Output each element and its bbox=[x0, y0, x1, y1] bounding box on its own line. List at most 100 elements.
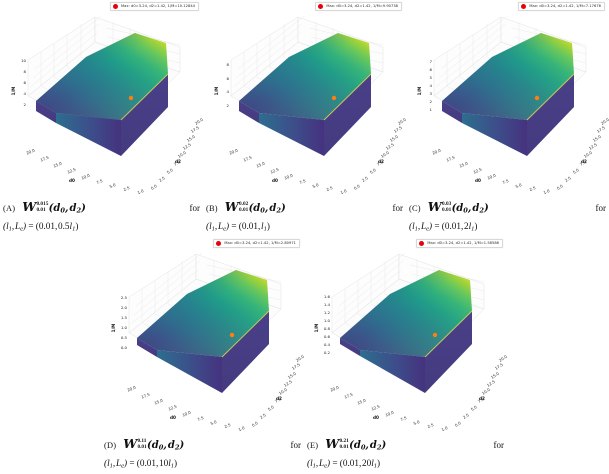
svg-text:2.5: 2.5 bbox=[462, 412, 470, 420]
svg-text:8: 8 bbox=[24, 69, 27, 74]
svg-text:0.6: 0.6 bbox=[324, 334, 331, 339]
svg-text:2.5: 2.5 bbox=[361, 175, 369, 183]
caption-for-b: for bbox=[392, 203, 404, 213]
max-point-marker-c bbox=[534, 95, 540, 101]
caption-d: (D) W 0.11 0.01 (d0, d2) for (l1, Le) = (0.… bbox=[101, 436, 304, 473]
svg-text:2.5: 2.5 bbox=[427, 422, 435, 429]
svg-text:0.4: 0.4 bbox=[324, 342, 331, 347]
svg-text:10.0: 10.0 bbox=[583, 150, 593, 159]
panel-c: 7 6 5 4 3 2 1 1/M 20.0 17.5 15.0 12.5 bbox=[406, 0, 609, 196]
svg-text:1.5: 1.5 bbox=[121, 315, 128, 320]
svg-text:6: 6 bbox=[430, 67, 433, 72]
y-axis-label-b: d2 bbox=[378, 159, 384, 164]
svg-text:3: 3 bbox=[430, 91, 433, 96]
svg-text:17.5: 17.5 bbox=[445, 154, 455, 162]
surface-plot-e: 1.6 1.4 1.2 1.0 0.8 0.6 0.4 0.2 1/M 20.0… bbox=[304, 237, 507, 433]
panel-e: 1.6 1.4 1.2 1.0 0.8 0.6 0.4 0.2 1/M 20.0… bbox=[304, 237, 507, 433]
svg-text:2.5: 2.5 bbox=[224, 422, 232, 429]
svg-text:10.0: 10.0 bbox=[80, 172, 90, 180]
svg-text:7.5: 7.5 bbox=[400, 415, 408, 422]
svg-text:5.0: 5.0 bbox=[312, 182, 320, 189]
caption-params-d: (l1, Le) = (0.01, 10l1) bbox=[104, 457, 178, 470]
surface-plot-c: 7 6 5 4 3 2 1 1/M 20.0 17.5 15.0 12.5 bbox=[406, 0, 609, 196]
legend-marker-icon-c bbox=[521, 4, 527, 9]
x-axis-label-e: d0 bbox=[373, 415, 379, 420]
svg-text:7.5: 7.5 bbox=[376, 159, 384, 167]
x-axis-ticks-d: 20.0 17.5 15.0 12.5 10.0 7.5 5.0 2.5 1.0 bbox=[126, 384, 245, 432]
svg-text:10.0: 10.0 bbox=[384, 409, 394, 417]
svg-text:4: 4 bbox=[430, 83, 433, 88]
svg-text:2.5: 2.5 bbox=[259, 412, 267, 420]
svg-text:7.5: 7.5 bbox=[173, 159, 181, 167]
svg-text:5.0: 5.0 bbox=[166, 167, 174, 175]
caption-sup-a: 0.015 bbox=[36, 201, 49, 208]
x-axis-label-b: d0 bbox=[272, 178, 278, 183]
caption-tag-d: (D) bbox=[104, 441, 117, 450]
svg-text:1.4: 1.4 bbox=[324, 302, 331, 307]
svg-text:7.5: 7.5 bbox=[274, 396, 282, 404]
svg-text:2: 2 bbox=[24, 102, 27, 107]
svg-text:7.5: 7.5 bbox=[96, 178, 104, 185]
svg-text:1.0: 1.0 bbox=[121, 325, 128, 330]
svg-text:10: 10 bbox=[21, 58, 26, 63]
legend-label-c: Max: d0=3.24, d2=1.42, 1/M=7.17676 bbox=[529, 4, 601, 8]
svg-text:12.5: 12.5 bbox=[486, 379, 496, 388]
svg-text:1.0: 1.0 bbox=[324, 318, 331, 323]
x-axis-ticks-a: 20.0 17.5 15.0 12.5 10.0 7.5 5.0 2.5 1.0 bbox=[25, 147, 144, 195]
svg-text:17.5: 17.5 bbox=[393, 125, 403, 134]
caption-formula-e: W 0.21 0.01 (d0, d2) bbox=[325, 436, 387, 452]
svg-text:20.0: 20.0 bbox=[431, 147, 441, 155]
svg-text:15.0: 15.0 bbox=[458, 160, 468, 168]
plot-svg-c: 7 6 5 4 3 2 1 1/M 20.0 17.5 15.0 12.5 bbox=[417, 15, 609, 195]
svg-text:0.0: 0.0 bbox=[121, 345, 128, 350]
caption-for-e: for bbox=[493, 440, 505, 450]
svg-text:5.0: 5.0 bbox=[210, 419, 218, 426]
caption-args-d: (d0, d2) bbox=[147, 440, 185, 452]
svg-text:10.0: 10.0 bbox=[177, 150, 187, 159]
svg-text:15.0: 15.0 bbox=[52, 160, 62, 168]
svg-text:1.2: 1.2 bbox=[324, 310, 331, 315]
svg-text:20.0: 20.0 bbox=[600, 117, 609, 126]
z-axis-label-a: 1/M bbox=[11, 87, 16, 96]
z-axis-ticks-d: 2.5 2.0 1.5 1.0 0.5 0.0 bbox=[121, 295, 128, 350]
caption-a: (A) W 0.015 0.01 (d0, d2) for (l1, Le) = (0… bbox=[0, 199, 203, 236]
y-axis-ticks-d: 0.0 2.5 5.0 7.5 10.0 12.5 15.0 17.5 20.0 bbox=[251, 354, 304, 428]
svg-text:2.5: 2.5 bbox=[121, 295, 128, 300]
svg-text:1: 1 bbox=[430, 107, 433, 112]
caption-b: (B) W 0.02 0.01 (d0, d2) for (l1, Le) = (0.… bbox=[203, 199, 406, 236]
caption-formula-d: W 0.11 0.01 (d0, d2) bbox=[123, 436, 185, 452]
caption-sub-c: 0.01 bbox=[441, 207, 452, 214]
x-axis-label-c: d0 bbox=[475, 178, 481, 183]
svg-text:12.5: 12.5 bbox=[283, 379, 293, 388]
svg-text:5.0: 5.0 bbox=[572, 167, 580, 175]
svg-text:17.5: 17.5 bbox=[596, 125, 606, 134]
svg-text:6: 6 bbox=[227, 76, 230, 81]
y-axis-ticks-b: 0.0 2.5 5.0 7.5 10.0 12.5 15.0 17.5 20.0 bbox=[353, 117, 406, 191]
svg-text:0.0: 0.0 bbox=[454, 420, 462, 428]
svg-text:20.0: 20.0 bbox=[194, 117, 203, 126]
caption-params-c: (l1, Le) = (0.01, 2l1) bbox=[409, 220, 478, 233]
caption-tag-a: (A) bbox=[3, 204, 16, 213]
svg-text:7.5: 7.5 bbox=[299, 178, 307, 185]
svg-text:4: 4 bbox=[24, 91, 27, 96]
svg-text:2: 2 bbox=[227, 103, 230, 108]
svg-text:5.0: 5.0 bbox=[369, 167, 377, 175]
caption-sub-a: 0.01 bbox=[36, 207, 46, 214]
svg-text:0.0: 0.0 bbox=[150, 183, 158, 191]
svg-text:15.0: 15.0 bbox=[255, 160, 265, 168]
y-axis-label-a: d2 bbox=[175, 159, 181, 164]
surface-mesh-c bbox=[442, 33, 575, 156]
legend-e: Max: d0=3.24, d2=1.42, 1/M=1.58586 bbox=[416, 239, 503, 248]
svg-text:20.0: 20.0 bbox=[397, 117, 406, 126]
caption-sub-d: 0.01 bbox=[137, 444, 147, 451]
x-axis-ticks-e: 20.0 17.5 15.0 12.5 10.0 7.5 5.0 2.5 1.0 bbox=[329, 384, 448, 432]
caption-args-a: (d0, d2) bbox=[48, 203, 86, 215]
svg-text:10.0: 10.0 bbox=[486, 172, 496, 180]
svg-text:10.0: 10.0 bbox=[283, 172, 293, 180]
caption-for-a: for bbox=[189, 203, 201, 213]
svg-text:15.0: 15.0 bbox=[592, 134, 602, 143]
panel-row-top: 10 8 6 4 2 1/M 20.0 17.5 15.0 12.5 10.0 bbox=[0, 0, 609, 196]
max-point-marker-b bbox=[331, 95, 337, 101]
caption-sup-e: 0.21 bbox=[339, 438, 349, 445]
svg-text:0.5: 0.5 bbox=[121, 335, 128, 340]
